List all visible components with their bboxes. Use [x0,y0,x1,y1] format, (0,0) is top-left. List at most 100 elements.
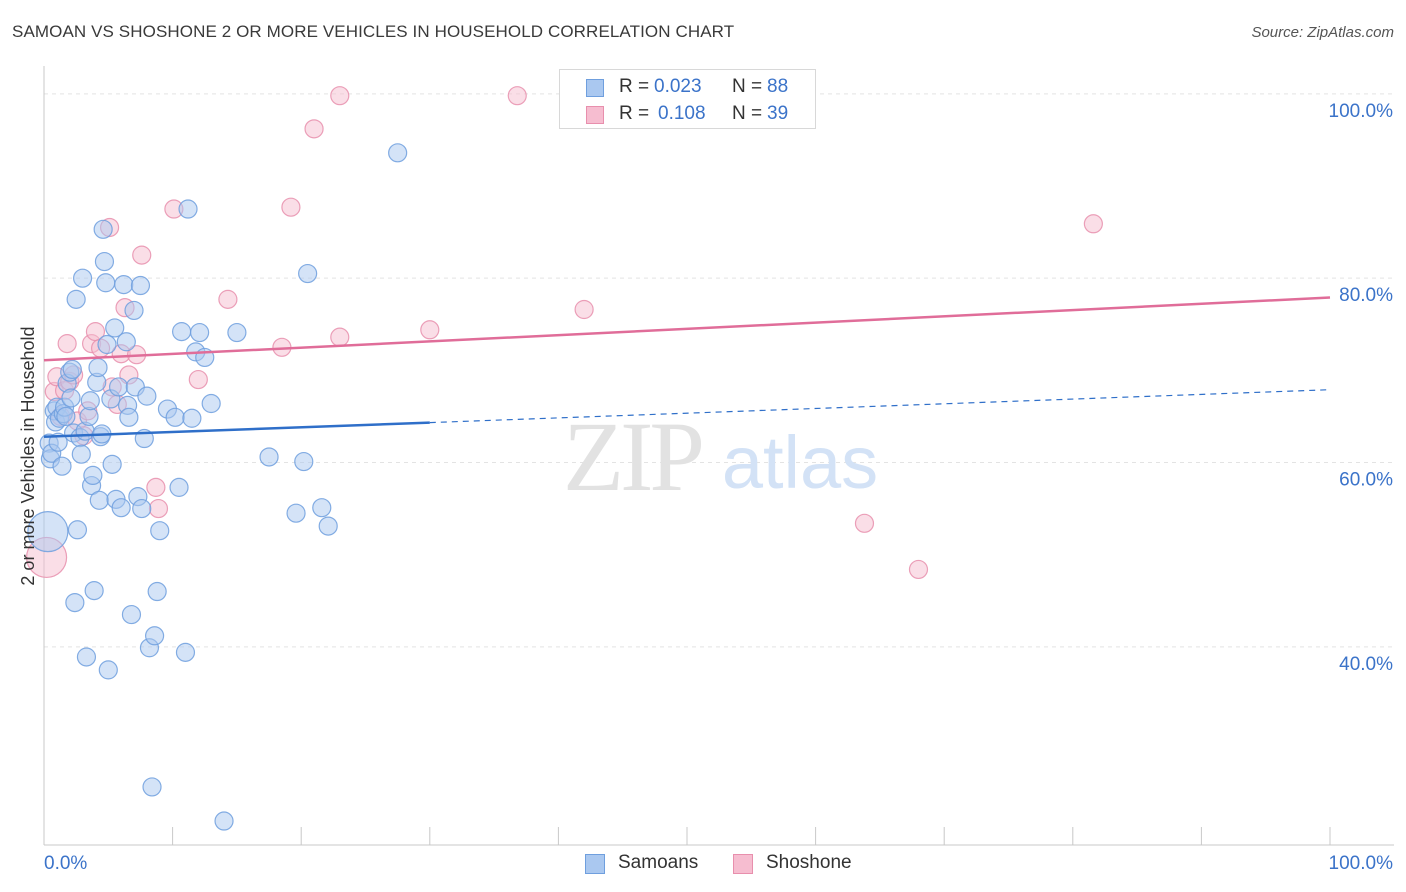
samoans-point [72,268,93,288]
shoshone-point [132,245,152,265]
samoans-trend-line-dashed [429,389,1331,424]
legend-n-label: N = [732,76,763,97]
samoans-point [259,447,279,467]
samoans-point [114,275,134,295]
source-credit: Source: ZipAtlas.com [1251,24,1394,41]
samoans-point [67,520,88,540]
shoshone-point [330,327,350,347]
shoshone-trend-line [43,296,1331,362]
samoans-point [83,465,103,486]
samoans-point [132,498,152,519]
grid-layer [44,93,1394,648]
samoans-point [201,393,221,414]
samoans-point [150,521,170,541]
samoans-point [214,811,234,831]
samoans-n-value: 88 [767,76,789,97]
samoans-point [94,251,115,272]
samoans-point [124,300,144,321]
samoans-point [137,386,157,406]
samoans-point [175,642,196,662]
shoshone-n-value: 39 [767,103,789,124]
shoshone-point [304,119,324,139]
samoans-point [388,143,408,163]
samoans-point [61,388,81,408]
shoshone-point [507,86,527,106]
shoshone-point [146,477,166,497]
samoans-point [66,289,86,309]
shoshone-legend-label: Shoshone [766,852,852,873]
samoans-point [76,647,97,667]
samoans-point [56,406,76,427]
shoshone-point [1083,214,1103,234]
samoans-point [105,318,125,338]
samoans-point [84,581,104,601]
y-tick-label: 60.0% [1339,470,1393,491]
samoans-point [108,377,129,397]
samoans-point [71,444,91,464]
samoans-point [65,592,85,613]
samoans-point [96,273,116,293]
samoans-legend-label: Samoans [618,852,699,873]
samoans-point [111,498,131,518]
trend-layer [43,296,1331,438]
samoans-point [27,511,69,553]
y-tick-label: 40.0% [1339,654,1393,675]
x-tick-label-max: 100.0% [1329,853,1394,874]
samoans-point [227,322,247,343]
shoshone-point [420,320,440,340]
samoans-point [119,407,139,427]
legend-n-label: N = [732,103,763,124]
y-tick-label: 80.0% [1339,285,1393,306]
samoans-legend-swatch [585,854,605,874]
samoans-trend-line [43,421,430,438]
watermark-zip: ZIP [563,401,701,512]
samoans-point [294,451,314,472]
samoans-point [130,275,151,296]
samoans-point [62,359,82,380]
samoans-point [89,490,109,510]
legend-r-label: R = [619,76,650,97]
shoshone-point [57,334,77,354]
shoshone-point [148,498,169,519]
samoans-point [80,391,100,411]
samoans-point [286,503,306,523]
y-tick-label: 100.0% [1329,101,1394,122]
shoshone-swatch [586,106,604,124]
samoans-point [182,408,202,428]
samoans-point [48,432,68,452]
samoans-point [312,498,332,518]
shoshone-r-value: 0.108 [658,103,706,124]
samoans-point [52,456,72,476]
shoshone-point [188,369,208,390]
shoshone-point [854,513,875,533]
samoans-point [172,322,192,342]
shoshone-point [281,197,301,217]
axis-layer: 40.0% 60.0% 80.0% 100.0% [43,66,1394,846]
samoans-point [169,477,189,497]
samoans-point [144,626,165,646]
samoans-point [121,604,142,625]
samoans-swatch [586,79,604,97]
samoans-point [102,454,122,474]
samoans-r-value: 0.023 [654,76,702,97]
samoans-point [298,263,318,284]
shoshone-legend-swatch [733,854,753,874]
watermark: ZIP atlas [563,401,878,512]
samoans-point [98,660,118,680]
shoshone-point [218,289,238,309]
watermark-atlas: atlas [722,421,878,504]
samoans-point [142,777,162,797]
y-axis-label: 2 or more Vehicles in Household [18,326,38,585]
samoans-point [97,334,117,355]
points-layer [25,86,1103,831]
samoans-point [93,219,113,239]
correlation-legend: R = 0.023 N = 88 R = 0.108 N = 39 [559,69,816,129]
samoans-point [88,357,108,378]
samoans-point [147,581,167,602]
shoshone-point [908,559,929,580]
legend-r-label: R = [619,103,650,124]
samoans-point [318,516,338,536]
x-tick-label-min: 0.0% [44,853,87,874]
chart-title: SAMOAN VS SHOSHONE 2 OR MORE VEHICLES IN… [12,22,735,41]
